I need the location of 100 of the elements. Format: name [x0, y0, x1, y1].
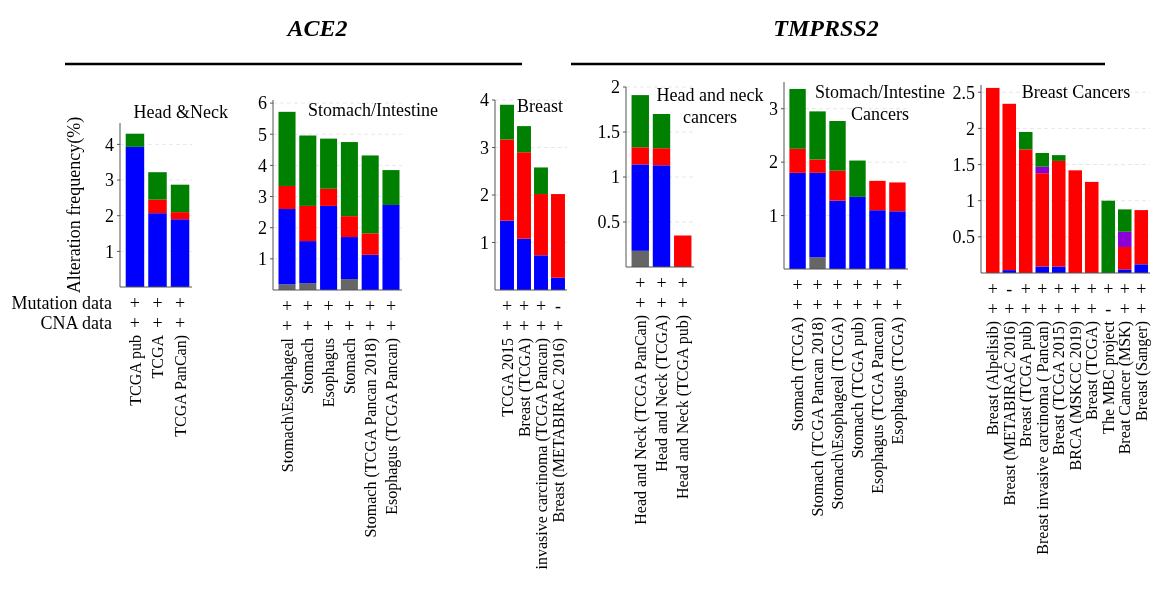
x-tick-label: Esophagus (TCGA Pancan): [869, 317, 888, 494]
bar: [517, 126, 531, 153]
bar: [340, 142, 358, 217]
text: +: [1103, 279, 1114, 300]
y-tick-label: 3: [480, 137, 489, 158]
y-tick-label: 1.5: [952, 154, 975, 175]
bar: [674, 235, 692, 267]
text: +: [1136, 279, 1147, 300]
bar: [534, 255, 548, 290]
text: Mutation data: [11, 293, 112, 314]
text: +: [1119, 279, 1130, 300]
bar: [1068, 170, 1083, 273]
text: +: [872, 295, 883, 316]
bar: [829, 170, 846, 201]
text: +: [344, 316, 355, 337]
text: -: [554, 296, 561, 317]
chart-subtitle: TMPRSS2: [773, 15, 879, 41]
bar: [789, 172, 806, 269]
text: -: [1006, 279, 1013, 300]
y-tick-label: 2: [258, 218, 267, 238]
bar: [1117, 209, 1132, 232]
bar: [361, 155, 379, 234]
chart-title: Breast: [517, 96, 563, 116]
chart-title: Breast Cancers: [1021, 82, 1131, 102]
bar: [361, 233, 379, 255]
bar: [869, 210, 886, 269]
bar: [849, 196, 866, 269]
bar: [1084, 181, 1099, 273]
y-tick-label: 1: [258, 249, 267, 270]
bar: [534, 167, 548, 195]
y-tick-label: 2.5: [952, 82, 975, 103]
y-tick-label: 1: [611, 167, 620, 188]
x-tick-label: Breast (Alpelisib): [984, 321, 1003, 436]
text: +: [281, 316, 293, 337]
bar: [361, 254, 379, 290]
text: +: [1119, 299, 1130, 320]
text: +: [635, 273, 646, 294]
chart-title: Stomach/Intestine: [308, 100, 438, 120]
bar: [1018, 132, 1033, 150]
x-tick-label: Esophagus: [320, 338, 339, 408]
chart-title: Head &Neck: [133, 102, 228, 122]
bar: [1051, 266, 1066, 273]
text: +: [832, 275, 843, 296]
bar: [148, 213, 167, 287]
bar: [551, 277, 565, 290]
bar: [500, 220, 514, 290]
text: +: [656, 273, 667, 294]
bar: [500, 104, 514, 140]
text: +: [323, 316, 334, 337]
text: +: [832, 295, 843, 316]
text: +: [1020, 279, 1031, 300]
y-tick-label: 3: [769, 99, 778, 120]
y-tick-label: 1: [966, 190, 975, 211]
bar: [809, 257, 826, 269]
bar: [1002, 103, 1017, 271]
text: +: [892, 275, 903, 296]
y-tick-label: 5: [258, 124, 267, 145]
x-tick-label: Esophagus (TCGA): [889, 317, 908, 445]
bar: [1051, 155, 1066, 161]
text: +: [1136, 299, 1147, 320]
text: +: [1037, 299, 1048, 320]
bar: [889, 182, 906, 212]
bar: [517, 238, 531, 290]
y-tick-label: 1: [480, 232, 489, 253]
bar: [299, 135, 317, 206]
text: +: [152, 313, 163, 334]
text: +: [518, 316, 530, 337]
y-tick-label: 0.5: [952, 227, 975, 248]
text: +: [852, 295, 863, 316]
x-tick-label: Breast (TCGA): [515, 338, 534, 438]
text: +: [302, 316, 313, 337]
text: +: [872, 275, 883, 296]
bar: [534, 194, 548, 256]
x-tick-label: TCGA PanCan): [171, 335, 190, 437]
x-tick-label: Esophagus (TCGA Pancan): [382, 338, 401, 515]
text: +: [552, 316, 564, 337]
bar: [148, 172, 167, 200]
bar: [170, 219, 190, 287]
bar: [631, 164, 649, 251]
x-tick-label: Head and Neck (TCGA): [653, 315, 672, 472]
text: +: [1053, 279, 1064, 300]
bar: [170, 184, 190, 213]
bar: [125, 133, 145, 147]
text: +: [281, 296, 293, 317]
text: +: [677, 293, 688, 314]
bar: [382, 170, 400, 205]
text: CNA data: [40, 313, 112, 334]
bar: [320, 205, 338, 290]
x-tick-label: Stomach: [299, 338, 317, 394]
bar: [278, 284, 296, 290]
text: +: [535, 316, 547, 337]
bar: [809, 172, 826, 258]
bar: [631, 95, 649, 148]
bar: [278, 185, 296, 210]
x-tick-label: TCGA: [149, 334, 167, 379]
bar: [1051, 160, 1066, 267]
bar: [125, 146, 145, 287]
text: +: [656, 293, 667, 314]
text: +: [1070, 279, 1081, 300]
bar: [631, 250, 649, 267]
